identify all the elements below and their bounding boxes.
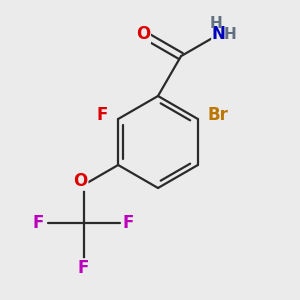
Text: Br: Br [207, 106, 228, 124]
Text: F: F [33, 214, 44, 232]
Text: N: N [212, 25, 226, 43]
Text: H: H [224, 27, 236, 42]
Text: F: F [78, 259, 89, 277]
Text: O: O [74, 172, 88, 190]
Text: H: H [209, 16, 222, 31]
Text: O: O [136, 25, 150, 43]
Text: F: F [97, 106, 108, 124]
Text: F: F [123, 214, 134, 232]
